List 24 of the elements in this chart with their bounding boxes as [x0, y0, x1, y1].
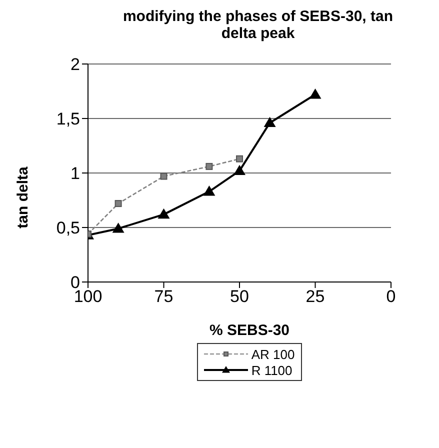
chart-title: modifying the phases of SEBS-30, tan delta peak — [122, 8, 394, 42]
point — [114, 200, 122, 208]
point — [309, 88, 322, 99]
legend-label: R 1100 — [251, 362, 292, 378]
x-tick-label: 75 — [154, 287, 174, 306]
point — [234, 164, 246, 176]
point — [236, 155, 243, 162]
y-tick-label: 2 — [70, 55, 80, 74]
x-tick-label: 100 — [74, 287, 102, 306]
legend-label: AR 100 — [251, 346, 295, 362]
y-axis-title: tan delta — [14, 166, 32, 228]
x-tick-label: 0 — [386, 287, 396, 306]
point — [206, 162, 213, 170]
point — [203, 186, 216, 196]
x-tick-label: 25 — [306, 287, 325, 306]
point — [160, 172, 168, 180]
y-tick-label: 1,5 — [56, 110, 80, 129]
point — [158, 208, 170, 219]
x-tick-label: 50 — [230, 287, 249, 306]
point — [112, 222, 124, 233]
point — [264, 116, 276, 128]
x-axis-title: % SEBS-30 — [208, 322, 291, 339]
y-tick-label: 1 — [70, 164, 80, 184]
y-tick-label: 0,5 — [56, 218, 80, 238]
